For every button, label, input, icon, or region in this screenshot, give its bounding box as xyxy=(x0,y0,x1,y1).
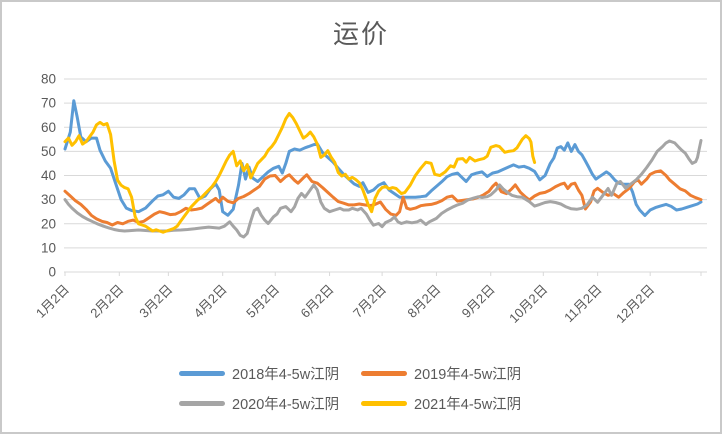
chart-legend: 2018年4-5w江阴 2019年4-5w江阴 2020年4-5w江阴 2021… xyxy=(2,363,720,414)
x-tick-label: 4月2日 xyxy=(191,282,230,321)
y-tick-label: 80 xyxy=(41,72,56,87)
series-2019-swatch-icon xyxy=(361,371,407,376)
x-tick-label: 1月2日 xyxy=(33,282,72,321)
x-tick-label: 7月2日 xyxy=(350,282,389,321)
series-line-2021年4-5w江阴 xyxy=(63,112,537,234)
series-2021-swatch-icon xyxy=(361,401,407,406)
legend-label: 2020年4-5w江阴 xyxy=(232,397,340,413)
legend-row: 2020年4-5w江阴 2021年4-5w江阴 xyxy=(179,393,543,414)
x-tick-label: 6月2日 xyxy=(297,282,336,321)
legend-label: 2018年4-5w江阴 xyxy=(232,367,340,383)
series-line-2019年4-5w江阴 xyxy=(63,169,703,227)
x-tick-label: 10月2日 xyxy=(506,282,550,326)
series-line-2018年4-5w江阴 xyxy=(63,99,703,217)
x-tick-label: 2月2日 xyxy=(87,282,126,321)
y-tick-label: 70 xyxy=(41,96,56,111)
series-2020-swatch-icon xyxy=(179,401,225,406)
series-2018-swatch-icon xyxy=(179,371,225,376)
x-tick-label: 8月2日 xyxy=(404,282,443,321)
legend-item-2021: 2021年4-5w江阴 xyxy=(361,393,543,414)
y-tick-label: 50 xyxy=(41,144,56,159)
x-tick-label: 12月2日 xyxy=(613,282,657,326)
series-line-2020年4-5w江阴 xyxy=(63,139,703,239)
legend-item-2020: 2020年4-5w江阴 xyxy=(179,393,361,414)
y-tick-label: 60 xyxy=(41,120,56,135)
x-tick-label: 9月2日 xyxy=(459,282,498,321)
legend-label: 2021年4-5w江阴 xyxy=(414,397,522,413)
legend-item-2018: 2018年4-5w江阴 xyxy=(179,363,361,384)
y-tick-label: 0 xyxy=(48,265,56,280)
y-tick-label: 40 xyxy=(41,168,56,183)
x-tick-label: 3月2日 xyxy=(136,282,175,321)
x-tick-label: 5月2日 xyxy=(243,282,282,321)
legend-label: 2019年4-5w江阴 xyxy=(414,367,522,383)
legend-row: 2018年4-5w江阴 2019年4-5w江阴 xyxy=(179,363,543,384)
y-tick-label: 30 xyxy=(41,192,56,207)
line-chart: 0 10 20 30 40 50 60 70 80 1月2日 2月2日 3月2日 4月2日 5月2日 6月2… xyxy=(33,72,707,326)
legend-item-2019: 2019年4-5w江阴 xyxy=(361,363,543,384)
y-tick-label: 10 xyxy=(41,240,56,255)
y-tick-label: 20 xyxy=(41,216,56,231)
x-tick-label: 11月2日 xyxy=(561,282,605,326)
chart-title: 运价 xyxy=(332,19,389,49)
